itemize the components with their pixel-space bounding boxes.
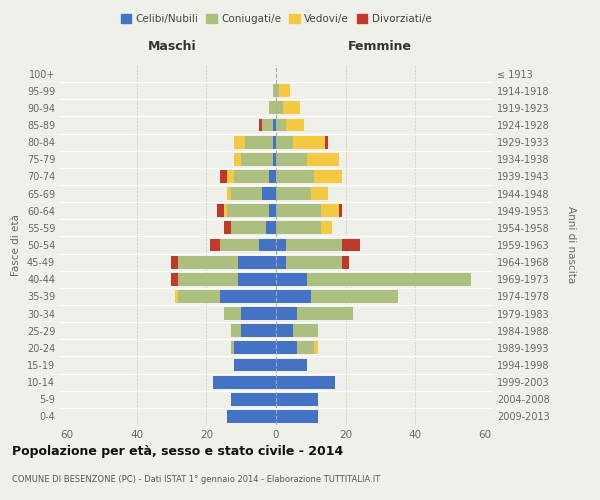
Bar [276, 376, 335, 388]
Y-axis label: Fasce di età: Fasce di età [11, 214, 21, 276]
Bar [276, 358, 307, 372]
Bar [321, 222, 332, 234]
Bar [241, 324, 276, 337]
Bar [276, 187, 311, 200]
Bar [234, 153, 241, 166]
Bar [231, 324, 241, 337]
Bar [283, 102, 301, 114]
Bar [286, 118, 304, 132]
Bar [234, 358, 276, 372]
Bar [224, 204, 227, 217]
Bar [286, 256, 342, 268]
Bar [276, 102, 283, 114]
Text: Maschi: Maschi [148, 40, 197, 53]
Bar [325, 136, 328, 148]
Bar [224, 222, 231, 234]
Bar [293, 136, 325, 148]
Bar [259, 118, 262, 132]
Bar [321, 204, 339, 217]
Bar [276, 256, 286, 268]
Bar [241, 153, 272, 166]
Text: COMUNE DI BESENZONE (PC) - Dati ISTAT 1° gennaio 2014 - Elaborazione TUTTITALIA.: COMUNE DI BESENZONE (PC) - Dati ISTAT 1°… [12, 475, 380, 484]
Bar [241, 307, 276, 320]
Bar [276, 84, 280, 97]
Bar [231, 187, 262, 200]
Bar [234, 136, 245, 148]
Bar [178, 290, 220, 303]
Bar [238, 273, 276, 285]
Bar [227, 410, 276, 423]
Bar [297, 342, 314, 354]
Bar [276, 273, 307, 285]
Bar [178, 273, 238, 285]
Bar [293, 324, 318, 337]
Bar [231, 222, 266, 234]
Bar [314, 342, 318, 354]
Bar [172, 273, 178, 285]
Bar [175, 290, 178, 303]
Bar [276, 238, 286, 252]
Bar [272, 118, 276, 132]
Bar [227, 170, 234, 183]
Bar [276, 342, 297, 354]
Bar [276, 118, 286, 132]
Bar [234, 342, 276, 354]
Bar [339, 204, 342, 217]
Text: Femmine: Femmine [347, 40, 412, 53]
Bar [231, 393, 276, 406]
Bar [217, 204, 224, 217]
Bar [280, 84, 290, 97]
Bar [276, 307, 297, 320]
Bar [227, 204, 269, 217]
Bar [276, 324, 293, 337]
Bar [220, 238, 259, 252]
Bar [276, 204, 321, 217]
Bar [269, 170, 276, 183]
Bar [272, 153, 276, 166]
Bar [220, 170, 227, 183]
Bar [276, 136, 293, 148]
Bar [262, 187, 276, 200]
Bar [272, 84, 276, 97]
Bar [276, 290, 311, 303]
Bar [276, 410, 318, 423]
Bar [220, 290, 276, 303]
Bar [314, 170, 342, 183]
Bar [342, 256, 349, 268]
Bar [311, 290, 398, 303]
Bar [210, 238, 220, 252]
Bar [172, 256, 178, 268]
Bar [259, 238, 276, 252]
Bar [178, 256, 238, 268]
Bar [269, 204, 276, 217]
Bar [224, 307, 241, 320]
Bar [276, 170, 314, 183]
Bar [234, 170, 269, 183]
Bar [272, 136, 276, 148]
Bar [269, 102, 276, 114]
Bar [266, 222, 276, 234]
Bar [276, 222, 321, 234]
Bar [238, 256, 276, 268]
Bar [231, 342, 234, 354]
Bar [262, 118, 272, 132]
Bar [307, 153, 339, 166]
Bar [213, 376, 276, 388]
Bar [307, 273, 471, 285]
Bar [342, 238, 359, 252]
Bar [227, 187, 231, 200]
Legend: Celibi/Nubili, Coniugati/e, Vedovi/e, Divorziati/e: Celibi/Nubili, Coniugati/e, Vedovi/e, Di… [116, 10, 436, 29]
Bar [286, 238, 342, 252]
Bar [276, 393, 318, 406]
Text: Popolazione per età, sesso e stato civile - 2014: Popolazione per età, sesso e stato civil… [12, 445, 343, 458]
Bar [245, 136, 272, 148]
Bar [311, 187, 328, 200]
Y-axis label: Anni di nascita: Anni di nascita [566, 206, 576, 284]
Bar [297, 307, 353, 320]
Bar [276, 153, 307, 166]
